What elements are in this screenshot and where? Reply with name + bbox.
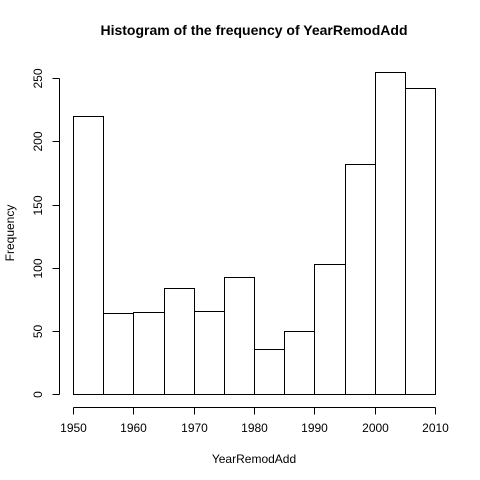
x-tick-label: 1960 [120,421,147,435]
y-tick-label: 50 [31,325,45,339]
histogram-bar [103,313,134,395]
histogram-bar [284,331,315,395]
x-axis: 1950 1960 1970 1980 1990 2000 2010 [60,407,449,435]
bars-group [73,72,436,395]
histogram-bar [405,88,436,395]
x-tick-label: 1970 [181,421,208,435]
histogram-bar [224,277,255,395]
y-tick-label: 100 [31,258,45,278]
histogram-bar [194,311,225,395]
x-axis-label: YearRemodAdd [212,452,296,466]
histogram-bar [133,312,165,395]
x-tick-label: 1950 [60,421,87,435]
histogram-bar [314,264,346,395]
y-axis-label: Frequency [3,205,17,262]
histogram-bar [345,164,376,395]
y-tick-label: 250 [31,68,45,88]
histogram-bar [254,349,285,395]
histogram-bar [375,72,406,395]
chart-title: Histogram of the frequency of YearRemodA… [100,22,407,38]
x-tick-label: 2010 [422,421,449,435]
histogram-bar [164,288,195,395]
y-tick-label: 150 [31,195,45,215]
x-tick-label: 2000 [362,421,389,435]
histogram-bar [73,116,104,395]
x-tick-label: 1990 [301,421,328,435]
y-tick-label: 200 [31,131,45,151]
y-tick-label: 0 [31,391,45,398]
y-axis: 0 50 100 150 200 250 [31,68,60,398]
x-tick-label: 1980 [241,421,268,435]
